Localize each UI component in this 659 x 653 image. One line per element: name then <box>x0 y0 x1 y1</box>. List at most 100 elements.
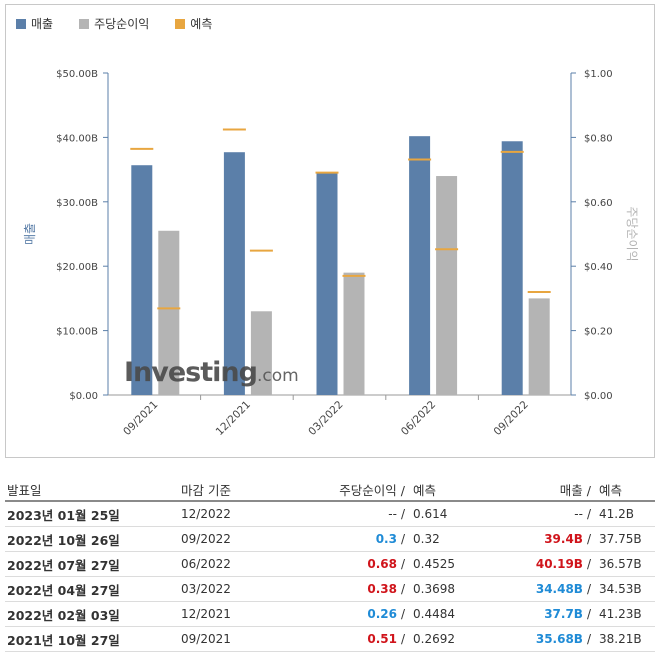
row-date: 2022년 02월 03일 <box>5 601 179 627</box>
row-revenue-cell: -- / <box>515 501 597 527</box>
legend-swatch-forecast <box>175 18 186 29</box>
row-eps-sep: / <box>400 632 405 646</box>
row-revenue-forecast: 38.21B <box>597 626 655 652</box>
investing-watermark-logo: Investing.com <box>124 357 299 388</box>
left-tick-label: $40.00B <box>56 133 98 144</box>
header-date[interactable]: 발표일 <box>5 478 179 502</box>
row-revenue-sep: / <box>586 607 591 621</box>
header-revenue-forecast[interactable]: 예측 <box>597 478 655 502</box>
row-eps-cell: 0.38/ <box>303 576 411 602</box>
row-revenue: 35.68B <box>535 632 583 646</box>
revenue-bar <box>501 141 523 395</box>
earnings-table: 발표일 마감 기준 주당순이익 / 예측 매출 / 예측 2023년 01월 25일… <box>5 478 655 652</box>
table-row: 2022년 04월 27일 03/2022 0.38/0.3698 34.48B/34… <box>5 576 655 602</box>
row-eps: 0.26 <box>367 607 397 621</box>
row-eps-forecast: 0.32 <box>411 526 515 552</box>
table-row: 2022년 10월 26일 09/2022 0.3/0.32 39.4B/37.75B <box>5 526 655 552</box>
row-eps-cell: 0.68/ <box>303 551 411 577</box>
row-date: 2021년 10월 27일 <box>5 626 179 652</box>
header-revenue[interactable]: 매출 / <box>515 478 597 502</box>
row-revenue-cell: 37.7B / <box>515 601 597 627</box>
left-tick-label: $10.00B <box>56 327 98 338</box>
table-row: 2022년 02월 03일 12/2021 0.26/0.4484 37.7B/41.… <box>5 601 655 627</box>
revenue-bar <box>409 136 431 396</box>
row-eps-forecast: 0.4525 <box>411 551 515 577</box>
row-revenue-cell: 39.4B / <box>515 526 597 552</box>
row-revenue-sep: / <box>586 557 591 571</box>
revenue-bar <box>223 152 245 395</box>
row-revenue-sep: / <box>586 507 591 521</box>
header-revenue-sep: / <box>586 482 591 498</box>
row-eps: -- <box>388 507 397 521</box>
row-eps-forecast: 0.614 <box>411 501 515 527</box>
eps-bar <box>436 176 458 395</box>
legend-item-forecast[interactable]: 예측 <box>175 15 212 32</box>
eps-bar <box>250 311 272 395</box>
header-eps-forecast[interactable]: 예측 <box>411 478 515 502</box>
row-period: 12/2022 <box>179 501 303 527</box>
right-tick-label: $0.80 <box>584 133 613 144</box>
row-eps-forecast: 0.3698 <box>411 576 515 602</box>
row-eps: 0.38 <box>367 582 397 596</box>
header-revenue-label: 매출 <box>559 482 583 498</box>
row-date: 2022년 10월 26일 <box>5 526 179 552</box>
header-period[interactable]: 마감 기준 <box>179 478 303 502</box>
right-tick-label: $0.00 <box>584 391 613 402</box>
row-eps: 0.68 <box>367 557 397 571</box>
row-date: 2022년 07월 27일 <box>5 551 179 577</box>
row-eps-cell: 0.3/ <box>303 526 411 552</box>
legend-item-revenue[interactable]: 매출 <box>16 15 53 32</box>
legend-item-eps[interactable]: 주당순이익 <box>79 15 149 32</box>
row-eps-sep: / <box>400 607 405 621</box>
row-revenue-forecast: 36.57B <box>597 551 655 577</box>
left-tick-label: $50.00B <box>56 69 98 80</box>
eps-bar <box>158 230 180 395</box>
row-eps-forecast: 0.4484 <box>411 601 515 627</box>
row-eps-sep: / <box>400 532 405 546</box>
legend-label-revenue: 매출 <box>31 17 54 31</box>
row-date: 2022년 04월 27일 <box>5 576 179 602</box>
chart-legend: 매출 주당순이익 예측 <box>16 15 238 32</box>
right-tick-label: $0.20 <box>584 327 613 338</box>
row-revenue-cell: 34.48B / <box>515 576 597 602</box>
legend-swatch-revenue <box>16 18 26 29</box>
row-eps-cell: -- / <box>303 501 411 527</box>
x-tick-label: 09/2021 <box>121 399 160 438</box>
row-period: 09/2022 <box>179 526 303 552</box>
row-revenue-cell: 35.68B / <box>515 626 597 652</box>
left-tick-label: $20.00B <box>56 262 98 273</box>
row-eps-forecast: 0.2692 <box>411 626 515 652</box>
watermark-suffix: .com <box>256 366 299 386</box>
x-tick-label: 09/2022 <box>491 399 530 438</box>
table-row: 2021년 10월 27일 09/2021 0.51/0.2692 35.68B/38… <box>5 626 655 652</box>
legend-label-eps: 주당순이익 <box>94 17 150 31</box>
row-period: 12/2021 <box>179 601 303 627</box>
left-tick-label: $0.00 <box>69 391 98 402</box>
table-row: 2023년 01월 25일 12/2022 --/0.614 --/41.2B <box>5 501 655 527</box>
header-eps[interactable]: 주당순이익 / <box>303 478 411 502</box>
watermark-brand: Investing <box>124 357 258 388</box>
row-eps: 0.3 <box>375 532 397 546</box>
row-revenue: 37.7B <box>544 607 583 621</box>
row-eps-cell: 0.26/ <box>303 601 411 627</box>
row-eps-sep: / <box>400 582 405 596</box>
eps-bar <box>343 272 365 395</box>
header-eps-label: 주당순이익 <box>339 482 397 498</box>
row-period: 03/2022 <box>179 576 303 602</box>
legend-swatch-eps <box>79 18 90 29</box>
row-eps-sep: / <box>400 507 405 521</box>
row-revenue-sep: / <box>586 582 591 596</box>
row-revenue: 34.48B <box>535 582 583 596</box>
row-revenue-sep: / <box>586 632 591 646</box>
right-tick-label: $0.60 <box>584 198 613 209</box>
legend-label-forecast: 예측 <box>190 17 213 31</box>
row-revenue-cell: 40.19B / <box>515 551 597 577</box>
row-revenue: 39.4B <box>544 532 583 546</box>
row-revenue: -- <box>574 507 583 521</box>
row-period: 09/2021 <box>179 626 303 652</box>
table-row: 2022년 07월 27일 06/2022 0.68/0.4525 40.19B/36… <box>5 551 655 577</box>
row-revenue-forecast: 37.75B <box>597 526 655 552</box>
revenue-bar <box>316 172 338 395</box>
eps-bar <box>528 298 550 395</box>
right-axis-title: 주당순이익 <box>625 206 639 261</box>
